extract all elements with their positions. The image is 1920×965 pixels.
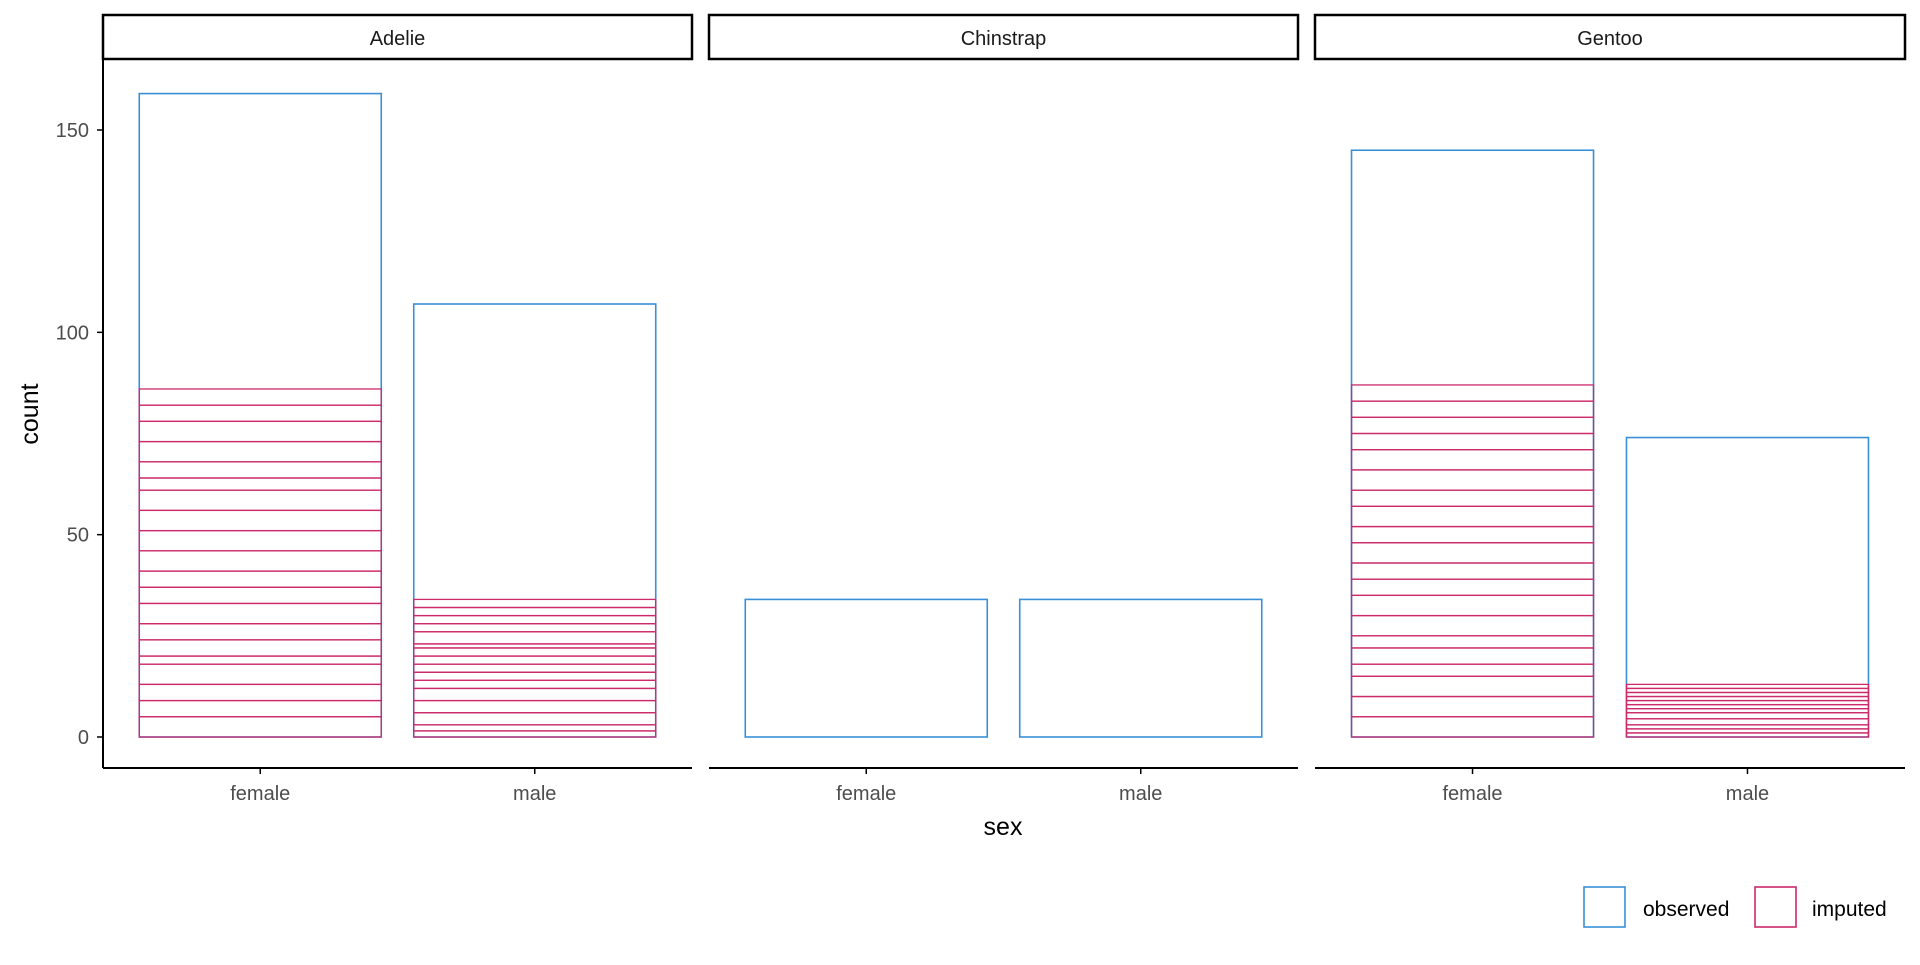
imputed-segment [413,647,657,657]
x-axis-title: sex [984,813,1023,841]
imputed-segment [413,623,657,633]
x-tick-label: male [513,783,556,805]
imputed-segment [1350,635,1595,649]
imputed-segment [413,730,657,738]
imputed-segment [138,489,382,512]
imputed-segment [413,671,657,681]
imputed-segment [1350,578,1595,597]
imputed-segment [138,655,382,665]
y-tick-label: 50 [67,525,89,547]
observed-bar [1018,598,1263,738]
legend-label-observed: observed [1643,898,1729,921]
imputed-segment [138,602,382,625]
imputed-segment [1350,542,1595,564]
imputed-segment [138,404,382,423]
imputed-segment [138,461,382,479]
imputed-segment [1350,432,1595,451]
observed-bar [744,598,989,738]
imputed-segment [1350,675,1595,698]
imputed-segment [413,679,657,690]
imputed-segment [138,550,382,572]
imputed-segment [138,509,382,532]
imputed-segment [413,655,657,665]
imputed-segment [1350,562,1595,580]
imputed-segment [1350,384,1595,402]
imputed-segment [1350,647,1595,665]
imputed-segment [413,724,657,732]
imputed-segment [138,440,382,463]
imputed-segment [413,712,657,726]
imputed-segment [1350,695,1595,718]
facet-strip-label: Gentoo [1577,28,1643,50]
x-tick-label: female [230,783,290,805]
facet-strip-label: Chinstrap [961,28,1047,50]
imputed-segment [138,699,382,718]
imputed-segment [138,639,382,657]
imputed-segment [138,529,382,552]
imputed-segment [1350,663,1595,677]
observed-bar [1350,149,1595,738]
imputed-segment [138,388,382,406]
facet-strip [707,13,1300,61]
y-tick-label: 100 [56,322,89,344]
facet-strip [101,13,694,61]
imputed-segment [413,663,657,673]
imputed-segment [413,598,657,609]
imputed-segment [1350,505,1595,528]
legend-key-imputed [1754,886,1797,928]
legend-key-observed [1583,886,1626,928]
imputed-segment [413,631,657,645]
imputed-segment [1350,469,1595,491]
imputed-segment [1350,594,1595,617]
imputed-segment [1625,712,1870,720]
imputed-segment [413,614,657,625]
imputed-segment [138,586,382,605]
imputed-segment [1625,683,1870,690]
imputed-segment [138,477,382,491]
x-tick-label: female [1443,783,1503,805]
imputed-segment [1350,416,1595,435]
imputed-segment [413,606,657,617]
imputed-segment [1350,400,1595,418]
legend-label-imputed: imputed [1812,898,1887,921]
imputed-segment [138,716,382,738]
y-tick-label: 0 [78,727,89,749]
imputed-segment [1350,614,1595,637]
x-tick-label: male [1726,783,1769,805]
imputed-segment [413,687,657,702]
imputed-segment [138,420,382,443]
y-axis-title: count [16,383,44,444]
imputed-segment [1625,718,1870,726]
facet-strip [1313,13,1907,61]
imputed-segment [1350,489,1595,507]
imputed-segment [1350,716,1595,738]
imputed-segment [138,570,382,588]
imputed-segment [1350,449,1595,471]
imputed-segment [138,683,382,702]
x-tick-label: female [836,783,896,805]
y-tick-label: 150 [56,120,89,142]
imputed-segment [138,663,382,686]
imputed-segment [1350,525,1595,544]
imputed-segment [413,699,657,714]
x-tick-label: male [1119,783,1162,805]
facet-strip-label: Adelie [370,28,426,50]
imputed-segment [138,623,382,641]
